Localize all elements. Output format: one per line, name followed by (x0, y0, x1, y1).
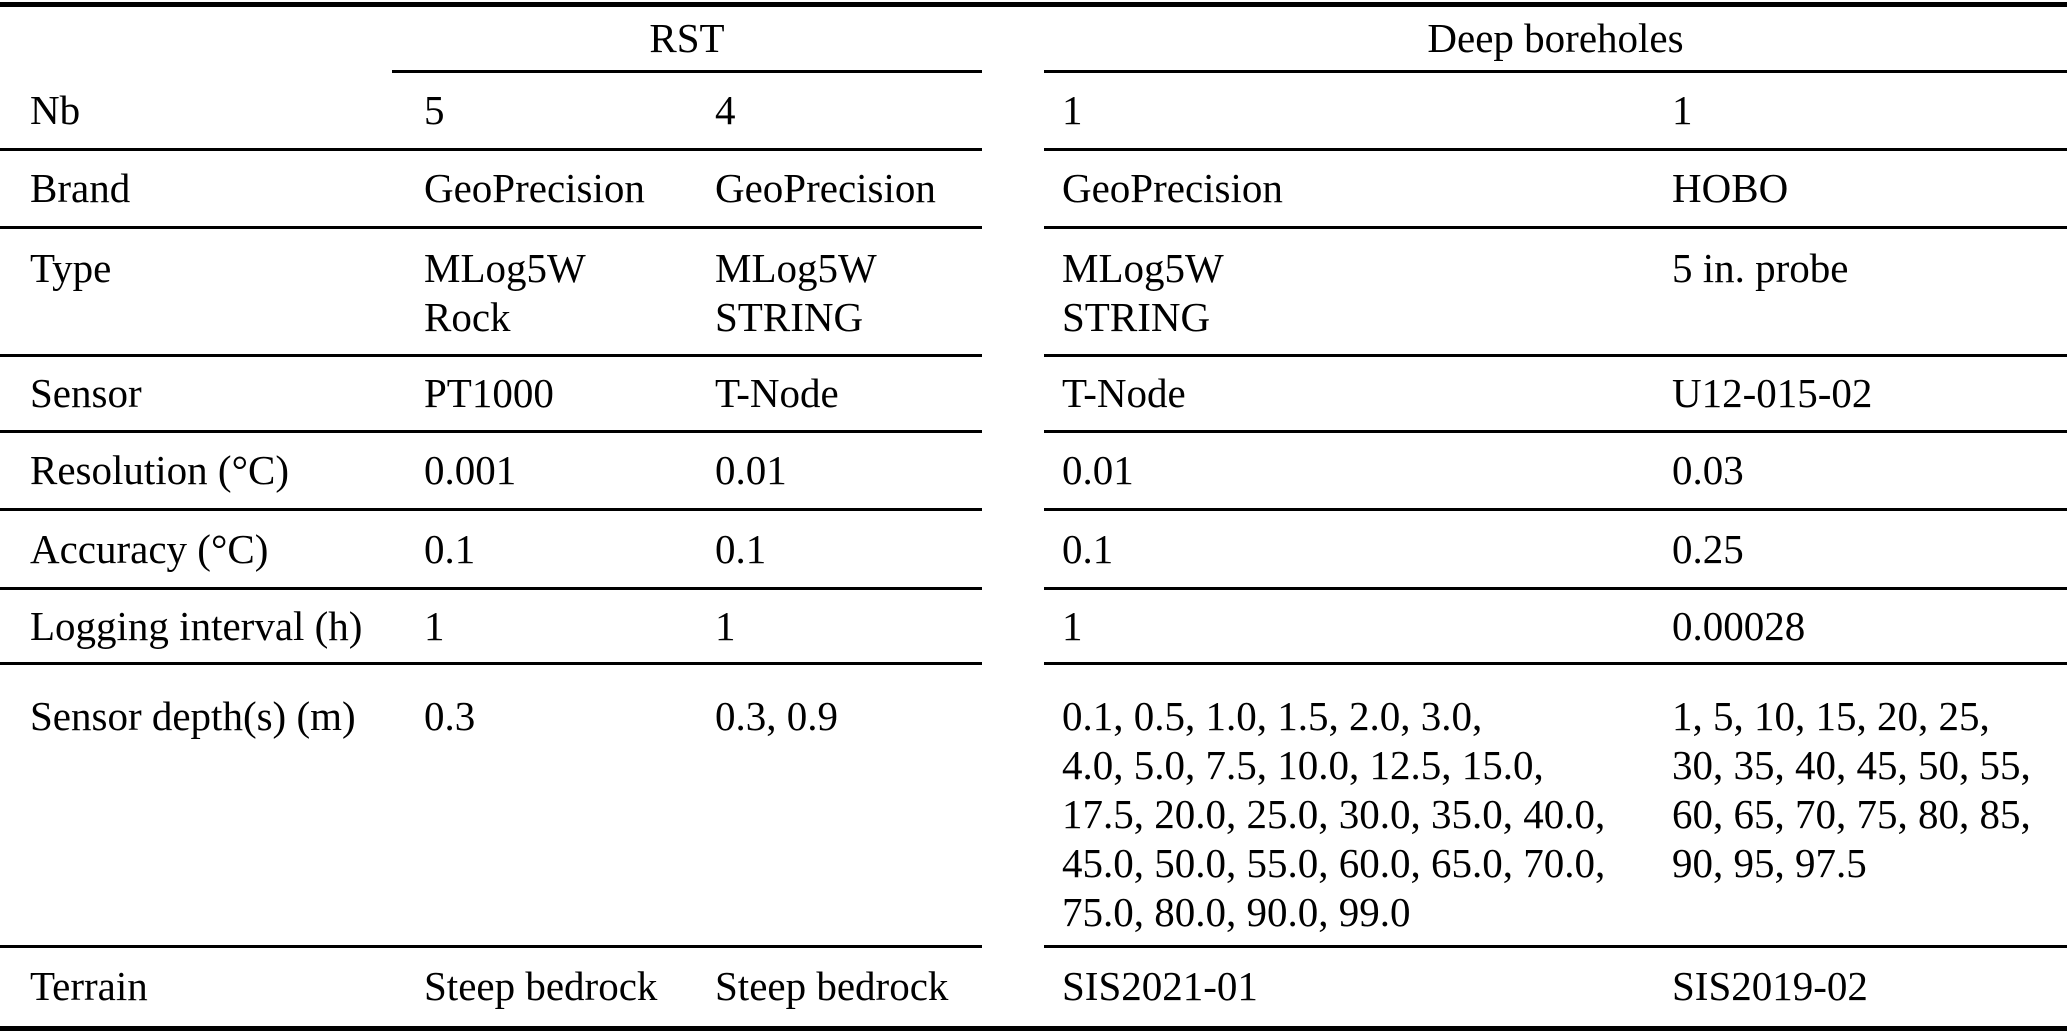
table-cell: 0.1 (1062, 525, 1114, 572)
table-cell: GeoPrecision (1062, 165, 1283, 211)
table-cell: Steep bedrock (715, 963, 949, 1009)
row-label: Type (30, 245, 112, 291)
rule-after-sensor-left (0, 430, 982, 433)
table-cell: 5 in. probe (1672, 245, 1849, 291)
rule-after-resolution-left (0, 508, 982, 511)
rule-after-accuracy-left (0, 587, 982, 590)
table-row-terrain: Terrain Steep bedrock Steep bedrock SIS2… (0, 948, 2067, 1025)
table-cell: 0.1 (424, 525, 476, 572)
row-label: Nb (30, 87, 81, 133)
rule-after-sensor-right (1044, 430, 2067, 433)
row-label: Accuracy (°C) (30, 525, 269, 572)
header-group-deep-boreholes-label: Deep boreholes (1427, 15, 1684, 61)
table-cell: 0.3 (424, 693, 476, 739)
table-cell: 1 (1672, 87, 1693, 133)
row-label: Brand (30, 165, 131, 211)
rule-after-nb-right (1044, 148, 2067, 151)
table-cell: PT1000 (424, 370, 554, 416)
header-group-deep-boreholes: Deep boreholes (1044, 7, 2067, 70)
table-cell: 1 (424, 602, 445, 649)
table-row-resolution: Resolution (°C) 0.001 0.01 0.01 0.03 (0, 433, 2067, 508)
row-label: Terrain (30, 963, 148, 1009)
table-cell: 0.1, 0.5, 1.0, 1.5, 2.0, 3.0, 4.0, 5.0, … (1062, 693, 1606, 935)
table-row-sensor-depths: Sensor depth(s) (m) 0.3 0.3, 0.9 0.1, 0.… (0, 665, 2067, 945)
table-row-logging-interval: Logging interval (h) 1 1 1 0.00028 (0, 590, 2067, 662)
rule-after-depths-left (0, 945, 982, 948)
table-row-brand: Brand GeoPrecision GeoPrecision GeoPreci… (0, 151, 2067, 226)
table-cell: T-Node (1062, 370, 1186, 416)
table-cell: MLog5W Rock (424, 245, 586, 340)
row-label: Logging interval (h) (30, 602, 363, 649)
rule-after-accuracy-right (1044, 587, 2067, 590)
rule-after-brand-right (1044, 226, 2067, 229)
header-group-rst-label: RST (649, 15, 725, 61)
table-cell: 4 (715, 87, 736, 133)
rule-top (0, 2, 2067, 7)
rule-after-type-right (1044, 354, 2067, 357)
rule-rst-cmid (392, 70, 982, 73)
table-cell: Steep bedrock (424, 963, 658, 1009)
table-cell: 0.001 (424, 447, 517, 493)
table-cell: 0.01 (715, 447, 787, 493)
table-cell: MLog5W STRING (1062, 245, 1224, 340)
table-cell: 1 (1062, 87, 1083, 133)
table-cell: T-Node (715, 370, 839, 416)
table-cell: 0.01 (1062, 447, 1134, 493)
table-cell: 0.1 (715, 525, 767, 572)
table-row-accuracy: Accuracy (°C) 0.1 0.1 0.1 0.25 (0, 511, 2067, 587)
rule-after-brand-left (0, 226, 982, 229)
table-cell: U12-015-02 (1672, 370, 1873, 416)
rule-after-depths-right (1044, 945, 2067, 948)
table-cell: GeoPrecision (424, 165, 645, 211)
rule-bottom (0, 1026, 2067, 1031)
rule-after-logging-right (1044, 662, 2067, 665)
table-cell: 1 (715, 602, 736, 649)
table-cell: 0.3, 0.9 (715, 693, 838, 739)
table-cell: GeoPrecision (715, 165, 936, 211)
table-cell: SIS2021-01 (1062, 963, 1258, 1009)
table-cell: 0.25 (1672, 525, 1744, 572)
table-cell: 1, 5, 10, 15, 20, 25, 30, 35, 40, 45, 50… (1672, 693, 2031, 886)
table-cell: 0.03 (1672, 447, 1744, 493)
table-row-nb: Nb 5 4 1 1 (0, 73, 2067, 148)
row-label: Sensor (30, 370, 142, 416)
rule-after-resolution-right (1044, 508, 2067, 511)
table-cell: 5 (424, 87, 445, 133)
rule-deep-boreholes-cmid (1044, 70, 2067, 73)
rule-after-nb-left (0, 148, 982, 151)
table-cell: 1 (1062, 602, 1083, 649)
table-cell: HOBO (1672, 165, 1789, 211)
table-cell: 0.00028 (1672, 602, 1806, 649)
rule-after-type-left (0, 354, 982, 357)
table-cell: SIS2019-02 (1672, 963, 1868, 1009)
table-row-type: Type MLog5W Rock MLog5W STRING MLog5W ST… (0, 229, 2067, 354)
row-label: Sensor depth(s) (m) (30, 693, 356, 739)
header-group-rst: RST (392, 7, 982, 70)
table-cell: MLog5W STRING (715, 245, 877, 340)
row-label: Resolution (°C) (30, 447, 289, 493)
table-row-sensor: Sensor PT1000 T-Node T-Node U12-015-02 (0, 357, 2067, 430)
rule-after-logging-left (0, 662, 982, 665)
